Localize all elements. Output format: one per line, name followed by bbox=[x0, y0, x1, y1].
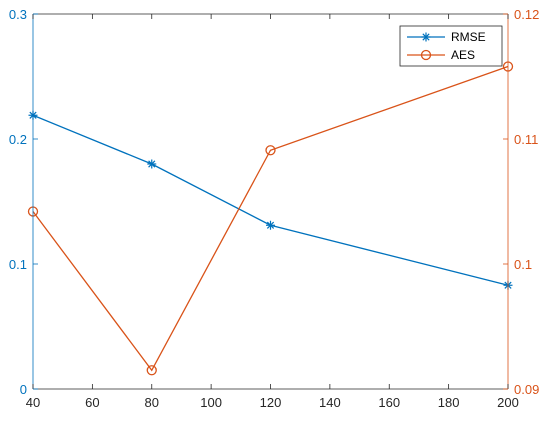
legend: RMSE AES bbox=[399, 25, 503, 67]
data-point-rmse bbox=[147, 159, 157, 169]
left-y-tick-label: 0.2 bbox=[9, 132, 27, 147]
data-point-rmse bbox=[266, 220, 275, 230]
data-point-aes bbox=[146, 365, 157, 376]
right-y-tick-label: 0.1 bbox=[514, 257, 532, 272]
legend-marker-rmse bbox=[421, 32, 431, 42]
x-tick-label: 40 bbox=[26, 395, 40, 410]
right-y-tick-label: 0.11 bbox=[514, 132, 538, 147]
legend-marker-aes bbox=[420, 49, 432, 61]
legend-label-rmse: RMSE bbox=[451, 30, 486, 44]
left-y-tick-label: 0 bbox=[20, 382, 27, 397]
right-y-tick-label: 0.12 bbox=[514, 7, 539, 22]
x-tick-label: 180 bbox=[438, 395, 460, 410]
x-tick-label: 140 bbox=[319, 395, 341, 410]
series-line-aes bbox=[32, 65, 509, 372]
legend-box bbox=[399, 25, 503, 67]
data-point-aes bbox=[265, 145, 276, 156]
x-tick-label: 160 bbox=[378, 395, 400, 410]
series-line-rmse bbox=[32, 114, 509, 286]
x-tick-label: 120 bbox=[260, 395, 282, 410]
legend-asterisk-icon bbox=[421, 32, 431, 42]
left-y-tick-label: 0.3 bbox=[9, 7, 27, 22]
x-tick-label: 60 bbox=[85, 395, 99, 410]
left-y-tick-label: 0.1 bbox=[9, 257, 27, 272]
legend-label-aes: AES bbox=[451, 48, 475, 62]
plot-area bbox=[33, 14, 508, 389]
x-tick-label: 80 bbox=[145, 395, 159, 410]
x-tick-label: 200 bbox=[497, 395, 519, 410]
x-tick-label: 100 bbox=[200, 395, 222, 410]
right-y-tick-label: 0.09 bbox=[514, 382, 539, 397]
